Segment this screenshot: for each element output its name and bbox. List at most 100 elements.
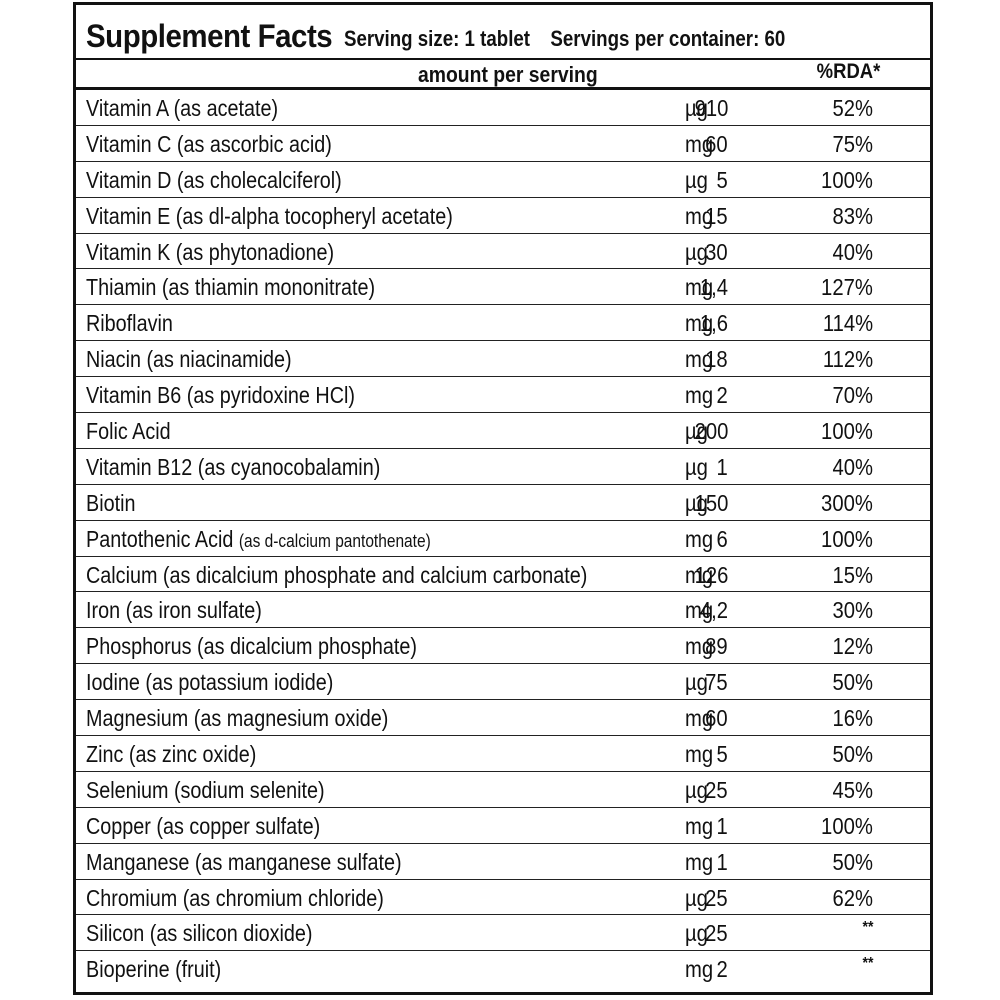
nutrient-row: Thiamin (as thiamin mononitrate) 1,4 mg 127… — [76, 269, 930, 306]
amount-column-header: amount per serving — [418, 62, 598, 87]
nutrient-row: Chromium (as chromium chloride) 25 µg 62% — [76, 880, 930, 916]
nutrient-table: Vitamin A (as acetate) 910 µg 52% Vitamin C … — [76, 90, 930, 987]
nutrient-row: Silicon (as silicon dioxide) 25 µg ** — [76, 915, 930, 952]
nutrient-unit: mg — [685, 525, 714, 552]
nutrient-amount: 2 — [716, 382, 728, 409]
nutrient-rda-percent: 12% — [832, 633, 873, 660]
nutrient-name-text: Bioperine (fruit) — [86, 956, 222, 983]
nutrient-name-text: Niacin (as niacinamide) — [86, 346, 292, 373]
nutrient-rda-percent: ** — [862, 955, 873, 973]
nutrient-rda-percent: 15% — [832, 561, 873, 588]
column-header-row: amount per serving %RDA* — [76, 60, 930, 90]
nutrient-row: Bioperine (fruit) 2 mg ** — [76, 951, 930, 987]
nutrient-rda-percent: 40% — [832, 238, 873, 265]
nutrient-unit: µg — [685, 95, 708, 121]
nutrient-name: Iron (as iron sulfate) — [86, 597, 262, 624]
nutrient-rda-percent: 114% — [822, 310, 873, 337]
nutrient-rda-percent: 70% — [832, 382, 873, 409]
nutrient-rda-percent: 16% — [832, 705, 873, 732]
nutrient-name: Pantothenic Acid (as d-calcium pantothen… — [86, 526, 431, 553]
nutrient-amount: 1 — [716, 812, 728, 839]
nutrient-name: Vitamin B12 (as cyanocobalamin) — [86, 454, 380, 481]
nutrient-unit: µg — [685, 776, 708, 803]
nutrient-name-text: Selenium (sodium selenite) — [86, 776, 325, 803]
nutrient-name: Vitamin E (as dl-alpha tocopheryl acetat… — [86, 203, 453, 230]
nutrient-row: Biotin 150 µg 300% — [76, 485, 930, 521]
nutrient-name-text: Chromium (as chromium chloride) — [86, 884, 384, 911]
nutrient-unit: mg — [685, 633, 714, 660]
nutrient-amount: 150 — [694, 489, 728, 516]
nutrient-unit: mg — [685, 382, 714, 409]
nutrient-amount: 1,6 — [699, 310, 728, 337]
serving-info: Serving size: 1 tablet Servings per conta… — [344, 28, 806, 50]
nutrient-unit: mg — [685, 202, 714, 229]
nutrient-rda-percent: 75% — [832, 130, 873, 157]
nutrient-rda-percent: 50% — [832, 669, 873, 696]
nutrient-name: Vitamin K (as phytonadione) — [86, 239, 334, 266]
nutrient-unit: mg — [685, 705, 714, 732]
nutrient-amount: 6 — [716, 525, 728, 552]
nutrient-row: Zinc (as zinc oxide) 5 mg 50% — [76, 736, 930, 772]
nutrient-name: Zinc (as zinc oxide) — [86, 741, 256, 768]
nutrient-unit: µg — [685, 238, 708, 265]
nutrient-name-text: Pantothenic Acid — [86, 525, 239, 552]
nutrient-name: Magnesium (as magnesium oxide) — [86, 705, 388, 732]
nutrient-name-text: Vitamin A (as acetate) — [86, 95, 279, 121]
nutrient-amount: 25 — [705, 884, 728, 911]
nutrient-amount: 200 — [694, 418, 728, 445]
nutrient-source-note: (as d-calcium pantothenate) — [238, 530, 431, 551]
nutrient-name: Thiamin (as thiamin mononitrate) — [86, 274, 375, 301]
nutrient-unit: mg — [685, 274, 714, 301]
nutrient-rda-percent: 30% — [832, 597, 873, 624]
label-title: Supplement Facts — [86, 18, 333, 54]
nutrient-name-text: Phosphorus (as dicalcium phosphate) — [86, 633, 417, 660]
nutrient-name-text: Vitamin D (as cholecalciferol) — [86, 166, 342, 193]
nutrient-amount: 910 — [694, 95, 728, 121]
nutrient-name-text: Zinc (as zinc oxide) — [86, 741, 257, 768]
nutrient-rda-percent: 100% — [821, 525, 873, 552]
nutrient-name: Folic Acid — [86, 418, 171, 445]
nutrient-name: Phosphorus (as dicalcium phosphate) — [86, 633, 417, 660]
nutrient-rda-percent: 45% — [832, 776, 873, 803]
nutrient-name-text: Folic Acid — [86, 418, 171, 445]
nutrient-unit: mg — [685, 597, 714, 624]
nutrient-name-text: Vitamin E (as dl-alpha tocopheryl acetat… — [86, 202, 453, 229]
nutrient-unit: mg — [685, 812, 714, 839]
nutrient-row: Vitamin B6 (as pyridoxine HCl) 2 mg 70% — [76, 377, 930, 414]
nutrient-name-text: Iodine (as potassium iodide) — [86, 669, 334, 696]
nutrient-unit: mg — [685, 741, 714, 768]
nutrient-rda-percent: 83% — [832, 202, 873, 229]
nutrient-rda-percent: 127% — [821, 274, 873, 301]
nutrient-row: Riboflavin 1,6 mg 114% — [76, 305, 930, 342]
nutrient-row: Selenium (sodium selenite) 25 µg 45% — [76, 772, 930, 808]
nutrient-name-text: Iron (as iron sulfate) — [86, 597, 262, 624]
nutrient-name: Calcium (as dicalcium phosphate and calc… — [86, 562, 587, 589]
nutrient-unit: mg — [685, 956, 714, 983]
nutrient-rda-percent: 100% — [821, 418, 873, 445]
nutrient-row: Iodine (as potassium iodide) 75 µg 50% — [76, 664, 930, 701]
nutrient-amount: 1,4 — [699, 274, 728, 301]
nutrient-name-text: Calcium (as dicalcium phosphate and calc… — [86, 561, 588, 588]
nutrient-row: Folic Acid 200 µg 100% — [76, 413, 930, 449]
nutrient-row: Phosphorus (as dicalcium phosphate) 89 mg 1… — [76, 628, 930, 665]
nutrient-amount: 75 — [705, 669, 728, 696]
nutrient-rda-percent: 300% — [821, 489, 873, 516]
nutrient-row: Vitamin B12 (as cyanocobalamin) 1 µg 40% — [76, 449, 930, 485]
nutrient-rda-percent: 100% — [821, 812, 873, 839]
nutrient-name: Vitamin D (as cholecalciferol) — [86, 167, 342, 194]
nutrient-amount: 60 — [705, 705, 728, 732]
nutrient-row: Copper (as copper sulfate) 1 mg 100% — [76, 808, 930, 844]
nutrient-rda-percent: 50% — [832, 741, 873, 768]
nutrient-unit: µg — [685, 920, 708, 947]
nutrient-name: Niacin (as niacinamide) — [86, 346, 292, 373]
nutrient-row: Vitamin A (as acetate) 910 µg 52% — [76, 90, 930, 126]
nutrient-name: Riboflavin — [86, 310, 173, 337]
nutrient-unit: µg — [685, 418, 708, 445]
nutrient-amount: 1 — [716, 453, 728, 480]
nutrient-rda-percent: 62% — [832, 884, 873, 911]
nutrient-row: Calcium (as dicalcium phosphate and calc… — [76, 557, 930, 593]
nutrient-amount: 18 — [705, 346, 728, 373]
nutrient-name: Copper (as copper sulfate) — [86, 813, 320, 840]
nutrient-name: Manganese (as manganese sulfate) — [86, 849, 402, 876]
nutrient-amount: 25 — [705, 776, 728, 803]
